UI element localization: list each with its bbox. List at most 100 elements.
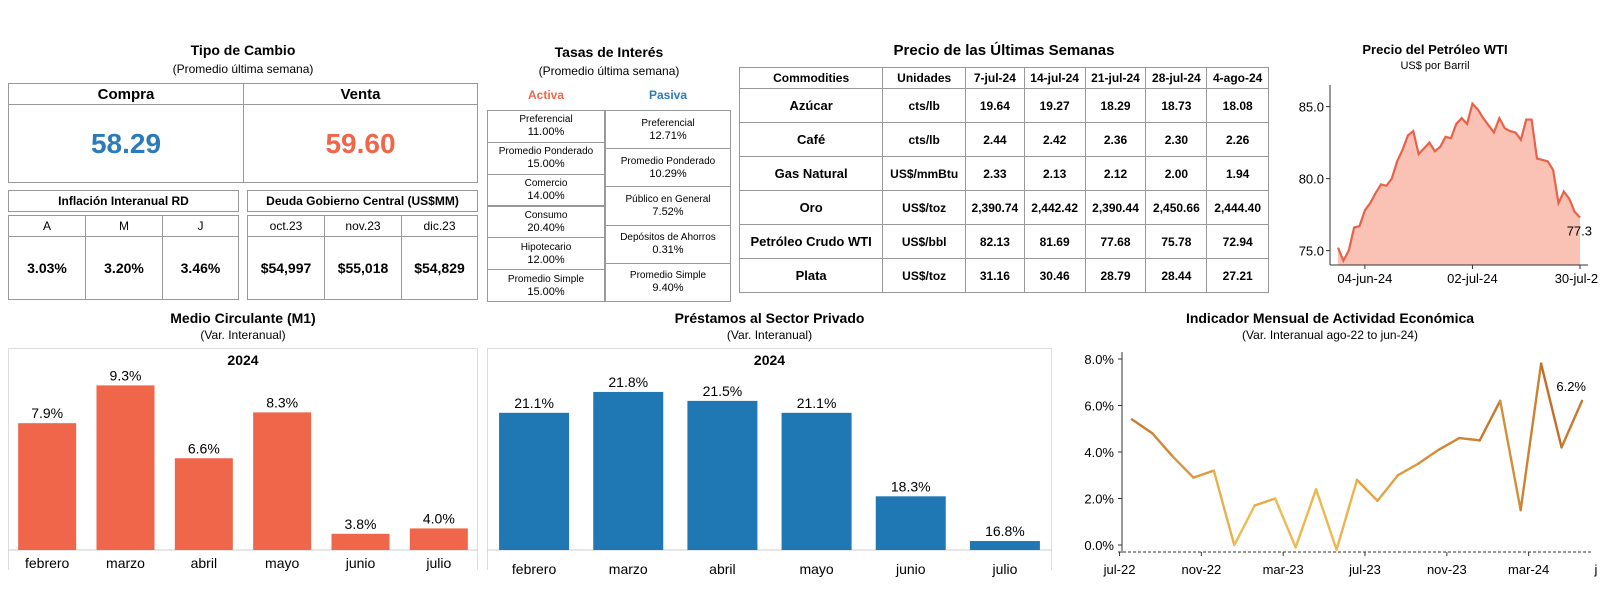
- commodities-header: 28-jul-24: [1145, 67, 1208, 89]
- buy-header: Compra: [8, 83, 244, 105]
- table-row: Café cts/lb 2.44 2.42 2.36 2.30 2.26: [738, 122, 1269, 157]
- imae-line-segment: [1335, 478, 1359, 551]
- commodity-price: 18.08: [1206, 88, 1269, 123]
- bar: [253, 412, 312, 550]
- active-label: Activa: [527, 88, 565, 102]
- imae-line-segment: [1151, 432, 1175, 458]
- wti-line: [1336, 101, 1581, 264]
- commodities-header: 4-ago-24: [1206, 67, 1269, 89]
- commodity-unit: cts/lb: [882, 88, 967, 123]
- commodity-price: 75.78: [1145, 224, 1208, 259]
- rate-name: Consumo: [524, 209, 568, 221]
- bar-category-label: abril: [191, 555, 217, 571]
- passive-rates-list: Preferencial 12.71% Promedio Ponderado 10.2…: [605, 110, 731, 302]
- rate-value: 12.00%: [527, 253, 565, 266]
- bar-category-label: junio: [895, 561, 926, 577]
- table-row: Gas Natural US$/mmBtu 2.33 2.13 2.12 2.00 1.94: [738, 156, 1269, 191]
- imae-line-segment: [1539, 362, 1563, 449]
- rate-value: 20.40%: [527, 221, 565, 234]
- imae-line-segment: [1130, 418, 1154, 435]
- bar-value-label: 4.0%: [423, 510, 455, 526]
- rate-name: Promedio Simple: [507, 273, 585, 285]
- commodity-name: Petróleo Crudo WTI: [738, 224, 884, 259]
- commodity-price: 30.46: [1023, 258, 1086, 293]
- imae-line-segment: [1192, 469, 1216, 479]
- bar: [18, 423, 77, 550]
- commodity-price: 27.21: [1206, 258, 1269, 293]
- debt-header: dic.23: [401, 215, 478, 237]
- loans-title: Préstamos al Sector Privado: [674, 310, 865, 326]
- debt-panel: Deuda Gobierno Central (US$MM) oct.23 no…: [247, 190, 478, 300]
- imae-chart: 0.0% 2.0% 4.0% 6.0% 8.0% jul-22 nov-22 mar-23 ju…: [1084, 352, 1598, 577]
- passive-rate-item: Promedio Simple 9.40%: [605, 262, 731, 302]
- exchange-panel: Compra Venta 58.29 59.60: [8, 83, 478, 183]
- table-row: Plata US$/toz 31.16 30.46 28.79 28.44 27.21: [738, 258, 1269, 293]
- inflation-title: Inflación Interanual RD: [8, 190, 239, 212]
- bar-category-label: julio: [425, 555, 451, 571]
- commodity-price: 18.73: [1145, 88, 1208, 123]
- commodity-price: 2.36: [1084, 122, 1147, 157]
- debt-title: Deuda Gobierno Central (US$MM): [247, 190, 478, 212]
- commodities-header: Unidades: [882, 67, 967, 89]
- rate-value: 15.00%: [527, 158, 565, 171]
- commodity-price: 72.94: [1206, 224, 1269, 259]
- imae-line-segment: [1314, 488, 1338, 551]
- rate-name: Preferencial: [641, 117, 695, 129]
- wti-x-tick-label: 02-jul-24: [1447, 271, 1498, 286]
- imae-x-tick-label: mar-24: [1508, 562, 1549, 577]
- table-row: Azúcar cts/lb 19.64 19.27 18.29 18.73 18.08: [738, 88, 1269, 123]
- bar-value-label: 18.3%: [891, 478, 931, 494]
- commodity-price: 2,450.66: [1145, 190, 1208, 225]
- bar-value-label: 21.1%: [514, 395, 554, 411]
- rate-value: 9.40%: [652, 282, 684, 295]
- bar-category-label: abril: [709, 561, 735, 577]
- imae-line-segment: [1396, 462, 1420, 477]
- rate-name: Promedio Simple: [629, 270, 707, 282]
- rate-value: 12.71%: [649, 129, 687, 142]
- m1-year: 2024: [227, 352, 259, 368]
- commodity-price: 2,390.44: [1084, 190, 1147, 225]
- bar: [781, 412, 852, 550]
- wti-y-tick-label: 80.0: [1299, 172, 1324, 187]
- commodities-header: 21-jul-24: [1084, 67, 1147, 89]
- rate-value: 0.31%: [652, 244, 684, 257]
- imae-y-tick-label: 2.0%: [1084, 492, 1114, 507]
- rate-name: Hipotecario: [520, 241, 572, 253]
- commodity-name: Café: [738, 122, 884, 157]
- wti-x-tick-label: 04-jun-24: [1337, 271, 1392, 286]
- bar-value-label: 6.6%: [188, 440, 220, 456]
- bar: [593, 391, 664, 550]
- active-rates-list: Preferencial 11.00% Promedio Ponderado 15.0…: [487, 110, 605, 302]
- commodity-unit: US$/toz: [882, 258, 967, 293]
- active-rate-item: Hipotecario 12.00%: [487, 237, 605, 271]
- commodity-price: 2.33: [965, 156, 1025, 191]
- loans-chart: 21.1% febrero 21.8% marzo 21.5% abril 21.1% may…: [487, 374, 1052, 577]
- bar-category-label: marzo: [609, 561, 648, 577]
- commodity-price: 77.68: [1084, 224, 1147, 259]
- rate-value: 14.00%: [527, 190, 565, 203]
- sell-header: Venta: [243, 83, 478, 105]
- bar-value-label: 21.8%: [608, 374, 648, 390]
- rate-name: Comercio: [524, 178, 568, 190]
- imae-line-segment: [1519, 362, 1543, 512]
- commodity-unit: cts/lb: [882, 122, 967, 157]
- wti-subtitle: US$ por Barril: [1400, 60, 1470, 72]
- m1-chart: 7.9% febrero 9.3% marzo 6.6% abril 8.3% mayo 3.8…: [8, 370, 478, 571]
- imae-line-segment: [1355, 478, 1379, 503]
- imae-line-segment: [1253, 497, 1277, 507]
- rate-value: 11.00%: [527, 126, 565, 139]
- passive-rate-item: Promedio Ponderado 10.29%: [605, 148, 731, 188]
- commodity-name: Oro: [738, 190, 884, 225]
- commodity-price: 19.27: [1023, 88, 1086, 123]
- rate-value: 15.00%: [527, 285, 565, 298]
- bar: [687, 400, 758, 550]
- commodity-price: 81.69: [1023, 224, 1086, 259]
- bar-category-label: marzo: [106, 555, 145, 571]
- imae-y-tick-label: 8.0%: [1084, 352, 1114, 367]
- wti-area: [1338, 103, 1580, 265]
- imae-title: Indicador Mensual de Actividad Económica: [1185, 310, 1475, 326]
- bar-value-label: 9.3%: [110, 370, 142, 383]
- wti-title: Precio del Petróleo WTI: [1362, 42, 1508, 57]
- imae-x-tick-label: nov-22: [1181, 562, 1221, 577]
- commodity-price: 2.12: [1084, 156, 1147, 191]
